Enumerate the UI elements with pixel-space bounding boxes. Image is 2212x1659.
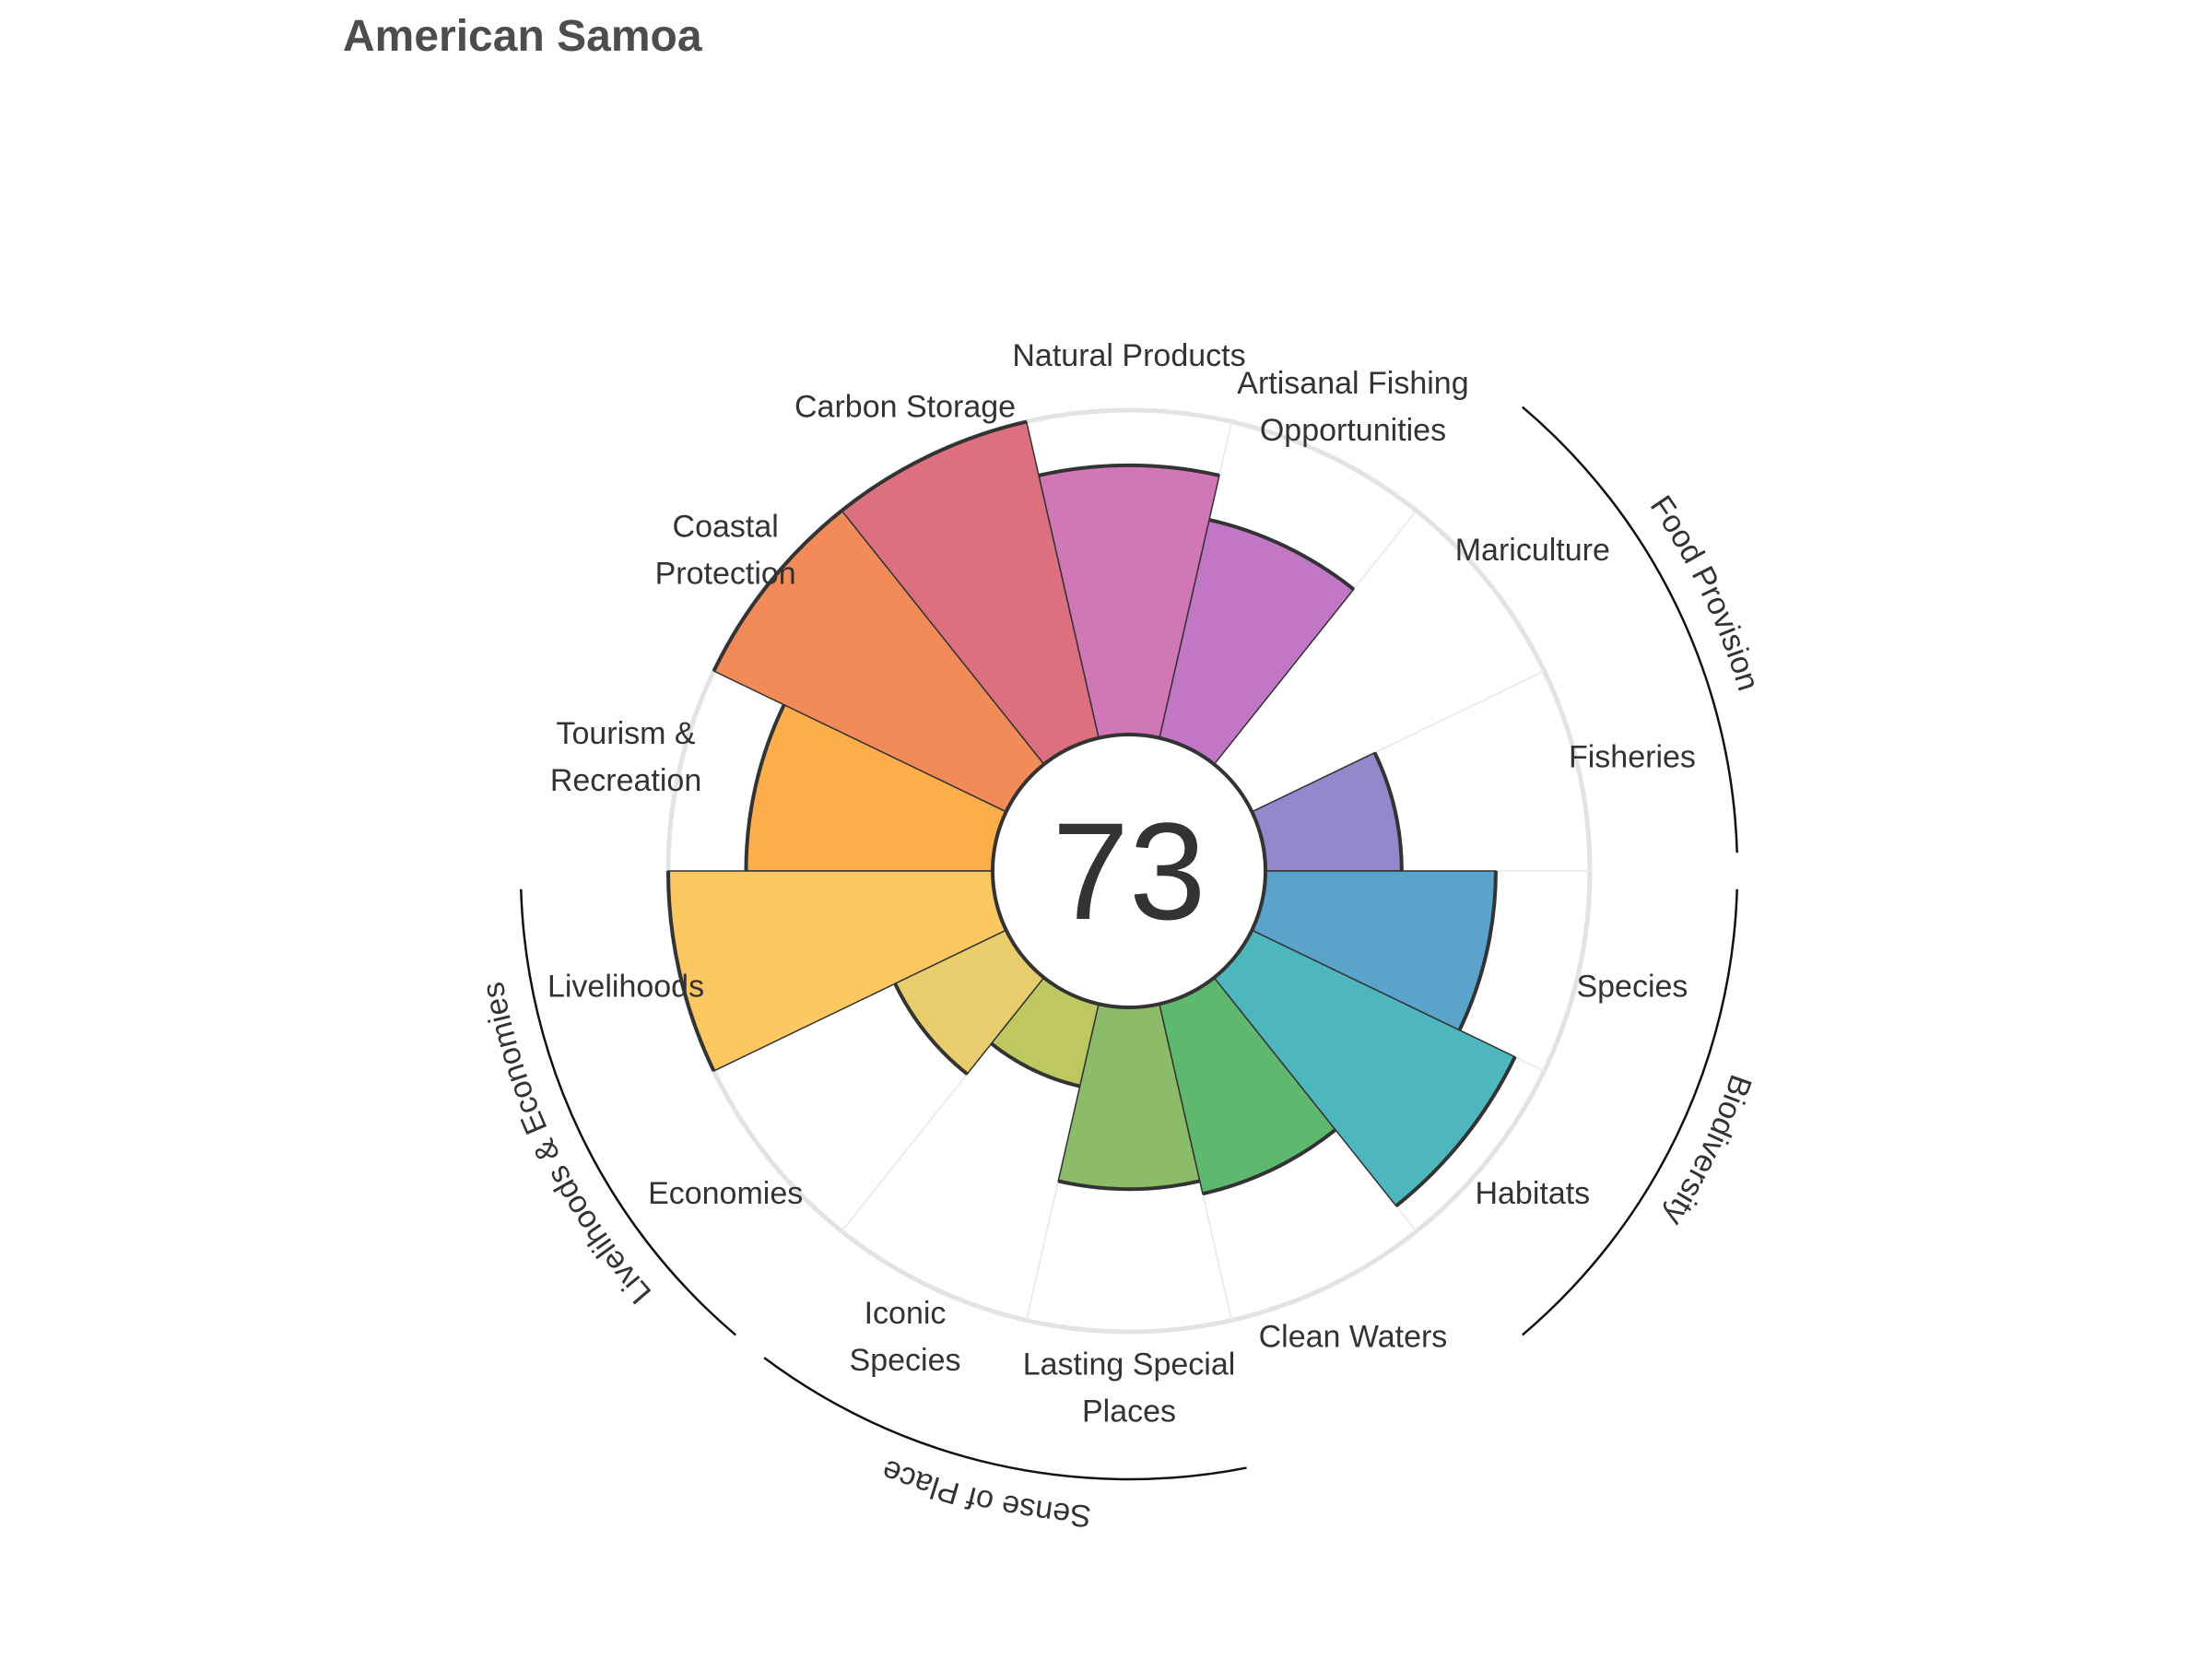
petal-edge-economies (893, 982, 969, 1076)
label-economies: Economies (648, 1176, 803, 1211)
petal-edge-carbon-storage (841, 419, 1028, 512)
label-iconic-species: Iconic Species (850, 1296, 961, 1378)
label-natural-products: Natural Products (1012, 338, 1245, 373)
group-arc-livelihoods-economies (520, 888, 737, 1336)
petals (666, 419, 1517, 1207)
label-clean-waters: Clean Waters (1259, 1320, 1448, 1355)
group-label-livelihoods-economies: Livelihoods & Economies (476, 980, 658, 1311)
label-species: Species (1576, 970, 1688, 1005)
center-disc (991, 733, 1267, 1009)
group-arc-sense-of-place (763, 1357, 1247, 1481)
label-tourism-recreation: Tourism & Recreation (550, 716, 701, 798)
petal-edge-habitats (1394, 1055, 1517, 1207)
petal-edge-clean-waters (1202, 1128, 1337, 1196)
segment-labels: Fisheries Mariculture Artisanal Fishing Opp… (547, 338, 1696, 1430)
petal-edge-livelihoods (666, 870, 716, 1072)
label-fisheries: Fisheries (1569, 739, 1696, 774)
label-mariculture: Mariculture (1455, 533, 1610, 568)
label-habitats: Habitats (1475, 1176, 1590, 1211)
petal-edge-lasting-special-places (1057, 1179, 1201, 1192)
group-label-biodiversity: Biodiversity (1656, 1070, 1758, 1231)
overall-score: 73 (1053, 794, 1206, 948)
group-label-sense-of-place: Sense of Place (877, 1453, 1092, 1534)
petal-edge-tourism-recreation (744, 703, 786, 872)
petal-edge-iconic-species (990, 1041, 1081, 1088)
petal-edge-natural-products (1038, 463, 1220, 477)
label-livelihoods: Livelihoods (547, 970, 704, 1005)
label-lasting-special-places: Lasting Special Places (1023, 1347, 1236, 1430)
chart-title: American Samoa (343, 12, 702, 61)
petal-edge-coastal-protection (712, 509, 843, 672)
label-carbon-storage: Carbon Storage (794, 389, 1016, 424)
group-arc-biodiversity (1521, 888, 1738, 1336)
label-coastal-protection: Coastal Protection (655, 509, 796, 591)
group-label-food-provision: Food Provision (1643, 489, 1766, 695)
petal-edge-artisanal-fishing-opportunities (1208, 517, 1355, 591)
petal-edge-species (1457, 870, 1498, 1031)
label-artisanal-fishing-opportunities: Artisanal Fishing Opportunities (1237, 366, 1468, 448)
petal-fisheries (1251, 751, 1403, 872)
group-arc-food-provision (1521, 406, 1738, 853)
petal-edge-fisheries (1372, 751, 1404, 872)
